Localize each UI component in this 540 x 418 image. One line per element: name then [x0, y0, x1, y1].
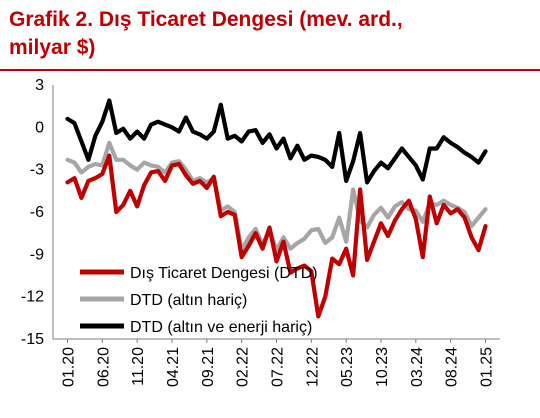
series-lines [65, 98, 488, 319]
series-line-2 [65, 140, 488, 253]
legend-label-3: DTD (altın ve enerji hariç) [130, 319, 312, 336]
chart-title: Grafik 2. Dış Ticaret Dengesi (mev. ard.… [9, 6, 529, 62]
x-tick-label: 01.25 [479, 347, 496, 387]
x-tick-label: 10.23 [374, 347, 391, 387]
series-line-3 [65, 98, 488, 185]
legend-label-1: Dış Ticaret Dengesi (DTD) [130, 265, 318, 282]
y-tick-label: -15 [21, 331, 44, 348]
y-tick-label: 0 [35, 119, 44, 136]
y-tick-label: -9 [30, 246, 44, 263]
y-tick-label: -12 [21, 289, 44, 306]
x-tick-label: 09.21 [200, 347, 217, 387]
x-tick-label: 07.22 [270, 347, 287, 387]
y-tick-label: -6 [30, 204, 44, 221]
chart-title-line2: milyar $) [9, 36, 96, 59]
legend-label-2: DTD (altın hariç) [130, 292, 247, 309]
x-tick-label: 08.24 [444, 347, 461, 387]
x-tick-label: 02.22 [235, 347, 252, 387]
x-tick-label: 03.24 [409, 347, 426, 387]
y-tick-label: -3 [30, 162, 44, 179]
x-tick-label: 04.21 [165, 347, 182, 387]
series-line-1 [65, 153, 488, 319]
legend: Dış Ticaret Dengesi (DTD) DTD (altın hari… [80, 265, 318, 336]
x-tick-label: 11.20 [130, 347, 147, 386]
x-tick-label: 05.23 [339, 347, 356, 387]
chart-title-line1: Grafik 2. Dış Ticaret Dengesi (mev. ard.… [9, 8, 403, 31]
x-tick-label: 01.20 [61, 347, 78, 387]
x-tick-label: 06.20 [95, 347, 112, 387]
title-divider [0, 69, 540, 71]
x-tick-label: 12.22 [304, 347, 321, 387]
y-tick-label: 3 [35, 77, 44, 94]
axes: 3 0 -3 -6 -9 -12 -15 01.20 06.20 11.20 04.21 09.21 0… [21, 77, 500, 387]
